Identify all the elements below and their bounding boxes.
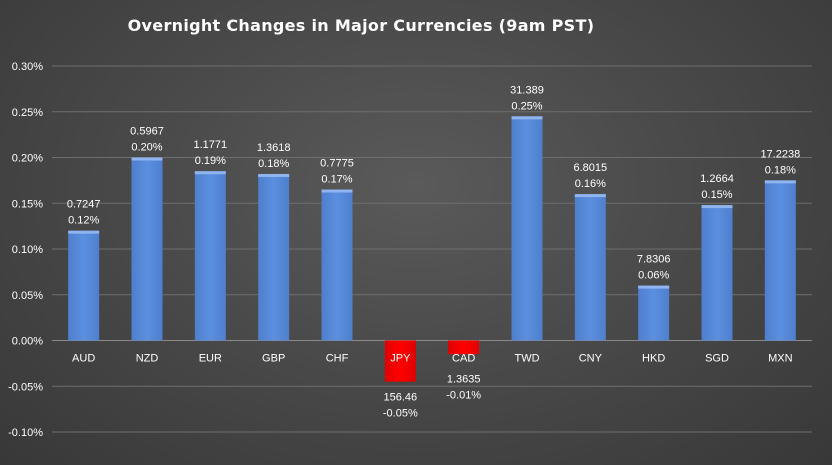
bar-cap [131,157,163,161]
x-category-label: AUD [72,353,95,365]
bar-cap [321,189,353,193]
data-label-pct: 0.16% [575,178,606,190]
data-label-rate: 31.389 [510,84,544,96]
y-tick-label: 0.25% [12,107,43,119]
bar-cap [638,285,670,289]
bar-twd [511,116,543,341]
y-tick-label: 0.00% [12,336,43,348]
x-category-label: JPY [390,353,411,365]
x-category-label: CAD [452,353,475,365]
data-label-rate: 0.7247 [67,199,101,211]
y-tick-label: 0.10% [12,244,43,256]
bar-nzd [131,157,163,341]
x-category-label: CHF [326,353,349,365]
y-tick-label: -0.10% [8,427,43,439]
bar-cap [194,171,226,175]
data-label-pct: 0.20% [131,142,162,154]
x-category-label: HKD [642,353,665,365]
bar-aud [68,230,100,341]
y-tick-label: -0.05% [8,381,43,393]
y-tick-label: 0.30% [12,61,43,73]
data-label-pct: -0.05% [383,408,418,420]
data-label-rate: 0.7775 [320,158,354,170]
data-label-pct: 0.15% [701,189,732,201]
data-label-pct: 0.17% [321,174,352,186]
bar-sgd [701,205,733,341]
x-category-label: NZD [136,353,159,365]
data-label-pct: 0.19% [195,155,226,167]
chart-title: Overnight Changes in Major Currencies (9… [127,16,595,35]
data-label-rate: 17.2238 [760,148,800,160]
x-category-label: TWD [514,353,539,365]
bar-chf [321,189,353,341]
x-category-label: CNY [579,353,603,365]
data-label-rate: 1.2664 [700,173,734,185]
data-label-pct: -0.01% [446,390,481,402]
bar-jpy [384,340,416,382]
bar-hkd [638,285,670,341]
data-label-pct: 0.18% [258,158,289,170]
y-tick-label: 0.15% [12,198,43,210]
data-label-rate: 156.46 [384,392,418,404]
bar-cap [511,116,543,120]
data-label-pct: 0.06% [638,270,669,282]
bar-cad [448,340,480,355]
data-label-rate: 1.3618 [257,142,291,154]
y-tick-label: 0.05% [12,290,43,302]
data-label-rate: 1.3635 [447,374,481,386]
data-label-rate: 7.8306 [637,254,671,266]
x-category-label: SGD [705,353,729,365]
bar-mxn [764,180,796,341]
data-label-pct: 0.12% [68,215,99,227]
bar-cap [701,205,733,209]
bar-gbp [258,173,290,341]
bar-cap [258,173,290,177]
data-label-pct: 0.25% [511,100,542,112]
y-tick-label: 0.20% [12,153,43,165]
bar-cap [68,230,100,234]
bar-cap [764,180,796,184]
data-label-rate: 1.1771 [194,139,228,151]
data-label-rate: 6.8015 [574,162,608,174]
x-category-label: MXN [768,353,793,365]
bar-eur [194,171,226,341]
bar-cap [574,194,606,198]
x-category-label: GBP [262,353,285,365]
x-category-label: EUR [199,353,222,365]
data-label-pct: 0.18% [765,164,796,176]
data-label-rate: 0.5967 [130,126,164,138]
bar-cny [574,194,606,341]
